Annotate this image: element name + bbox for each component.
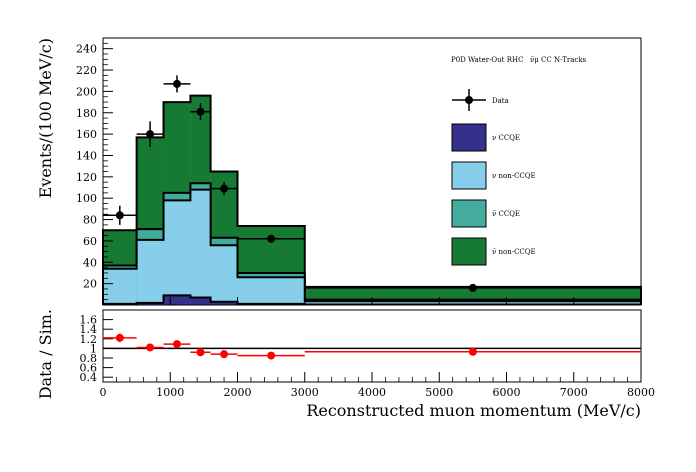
legend-swatch-nu-non-ccqe — [451, 161, 487, 190]
legend-swatch-nubar-non-ccqe — [451, 237, 487, 266]
y-tick-label-7: 160 — [76, 128, 97, 141]
bar-series1-bin4 — [210, 245, 238, 305]
x-axis: 0 1000 2000 3000 4000 5000 6000 7000 8000 — [100, 297, 655, 399]
bar-series1-bin5 — [237, 277, 305, 305]
bar-series1-bin1 — [136, 239, 164, 305]
ratio-y-tick-label-3: 1 — [90, 342, 97, 355]
legend-swatch-nubar-ccqe — [451, 199, 487, 228]
bar-series1-bin2 — [163, 200, 191, 305]
y-tick-label-3: 80 — [83, 214, 97, 227]
ratio-point-1 — [146, 343, 155, 352]
legend-label-nubar-non-ccqe: ν̅ non-CCQE — [492, 248, 536, 256]
data-point-5 — [267, 234, 276, 243]
legend-swatch-nu-ccqe — [451, 123, 487, 152]
main-y-axis: 20 40 60 80 100 120 140 160 180 200 220 240 — [76, 43, 113, 301]
x-axis-label: Reconstructed muon momentum (MeV/c) — [306, 401, 641, 420]
ratio-y-tick-label-2: 0.8 — [80, 352, 98, 365]
y-tick-label-6: 140 — [76, 149, 97, 162]
x-tick-label-2: 2000 — [224, 386, 252, 399]
x-tick-label-7: 7000 — [560, 386, 588, 399]
x-tick-label-8: 8000 — [627, 386, 655, 399]
stack-outline-series3 — [102, 94, 642, 305]
ratio-y-tick-label-0: 0.4 — [80, 371, 98, 384]
data-point-2 — [172, 79, 181, 88]
annotation-dataset: P0D Water-Out RHC — [451, 56, 523, 64]
ratio-y-axis-label: Data / Sim. — [36, 309, 55, 399]
data-point-0 — [115, 211, 124, 220]
bar-series0-bin1 — [136, 302, 164, 305]
ratio-point-6 — [468, 347, 477, 356]
legend-entry-nu-ccqe: ν CCQE — [451, 123, 520, 152]
legend: Data ν CCQE ν non-CCQE ν̅ CCQE ν̅ non-CC… — [451, 89, 536, 266]
y-tick-label-0: 20 — [83, 278, 97, 291]
y-tick-label-11: 240 — [76, 43, 97, 56]
ratio-y-tick-label-1: 0.6 — [80, 362, 98, 375]
y-tick-label-10: 220 — [76, 64, 97, 77]
x-tick-label-0: 0 — [100, 386, 107, 399]
y-tick-label-5: 120 — [76, 171, 97, 184]
legend-label-nubar-ccqe: ν̅ CCQE — [492, 210, 520, 218]
y-tick-label-4: 100 — [76, 192, 97, 205]
legend-entry-nubar-non-ccqe: ν̅ non-CCQE — [451, 237, 536, 266]
ratio-y-tick-label-4: 1.2 — [80, 333, 98, 346]
ratio-point-5 — [267, 351, 276, 360]
x-tick-label-3: 3000 — [291, 386, 319, 399]
y-tick-label-9: 200 — [76, 85, 97, 98]
ratio-point-0 — [115, 333, 124, 342]
legend-entry-nubar-ccqe: ν̅ CCQE — [451, 199, 520, 228]
data-point-6 — [468, 283, 477, 292]
y-tick-label-8: 180 — [76, 107, 97, 120]
legend-label-nu-non-ccqe: ν non-CCQE — [492, 172, 536, 180]
x-tick-label-4: 4000 — [358, 386, 386, 399]
ratio-point-4 — [220, 350, 229, 359]
x-tick-label-5: 5000 — [425, 386, 453, 399]
stacked-bars-layer — [102, 94, 642, 306]
legend-data-label: Data — [492, 97, 509, 105]
data-points-layer — [103, 75, 641, 292]
stack-outline-series1 — [102, 188, 642, 305]
ratio-y-tick-label-6: 1.6 — [80, 314, 98, 327]
ratio-point-2 — [172, 340, 181, 349]
y-axis-label: Events/(100 MeV/c) — [36, 38, 55, 198]
data-point-3 — [196, 107, 205, 116]
legend-data-marker-dot — [465, 96, 473, 104]
x-tick-label-6: 6000 — [493, 386, 521, 399]
ratio-point-3 — [196, 348, 205, 357]
y-tick-label-1: 40 — [83, 256, 97, 269]
ratio-panel: 0.40.60.811.21.41.6 — [80, 309, 642, 384]
data-point-4 — [220, 184, 229, 193]
data-point-1 — [146, 130, 155, 139]
x-tick-label-1: 1000 — [156, 386, 184, 399]
legend-entry-nu-non-ccqe: ν non-CCQE — [451, 161, 536, 190]
ratio-y-tick-label-5: 1.4 — [80, 323, 98, 336]
y-tick-label-2: 60 — [83, 235, 97, 248]
bar-series0-bin4 — [210, 301, 238, 305]
bar-series0-bin3 — [190, 297, 211, 305]
bar-series1-bin3 — [190, 189, 211, 305]
legend-entry-data: Data — [452, 89, 509, 111]
bar-series1-bin6 — [304, 301, 641, 305]
bar-series1-bin0 — [103, 268, 137, 305]
legend-label-nu-ccqe: ν CCQE — [492, 134, 520, 142]
bar-series0-bin2 — [163, 295, 191, 305]
ratio-frame-rect — [102, 309, 642, 383]
annotation-selection: ν̅μ CC N-Tracks — [530, 56, 587, 64]
